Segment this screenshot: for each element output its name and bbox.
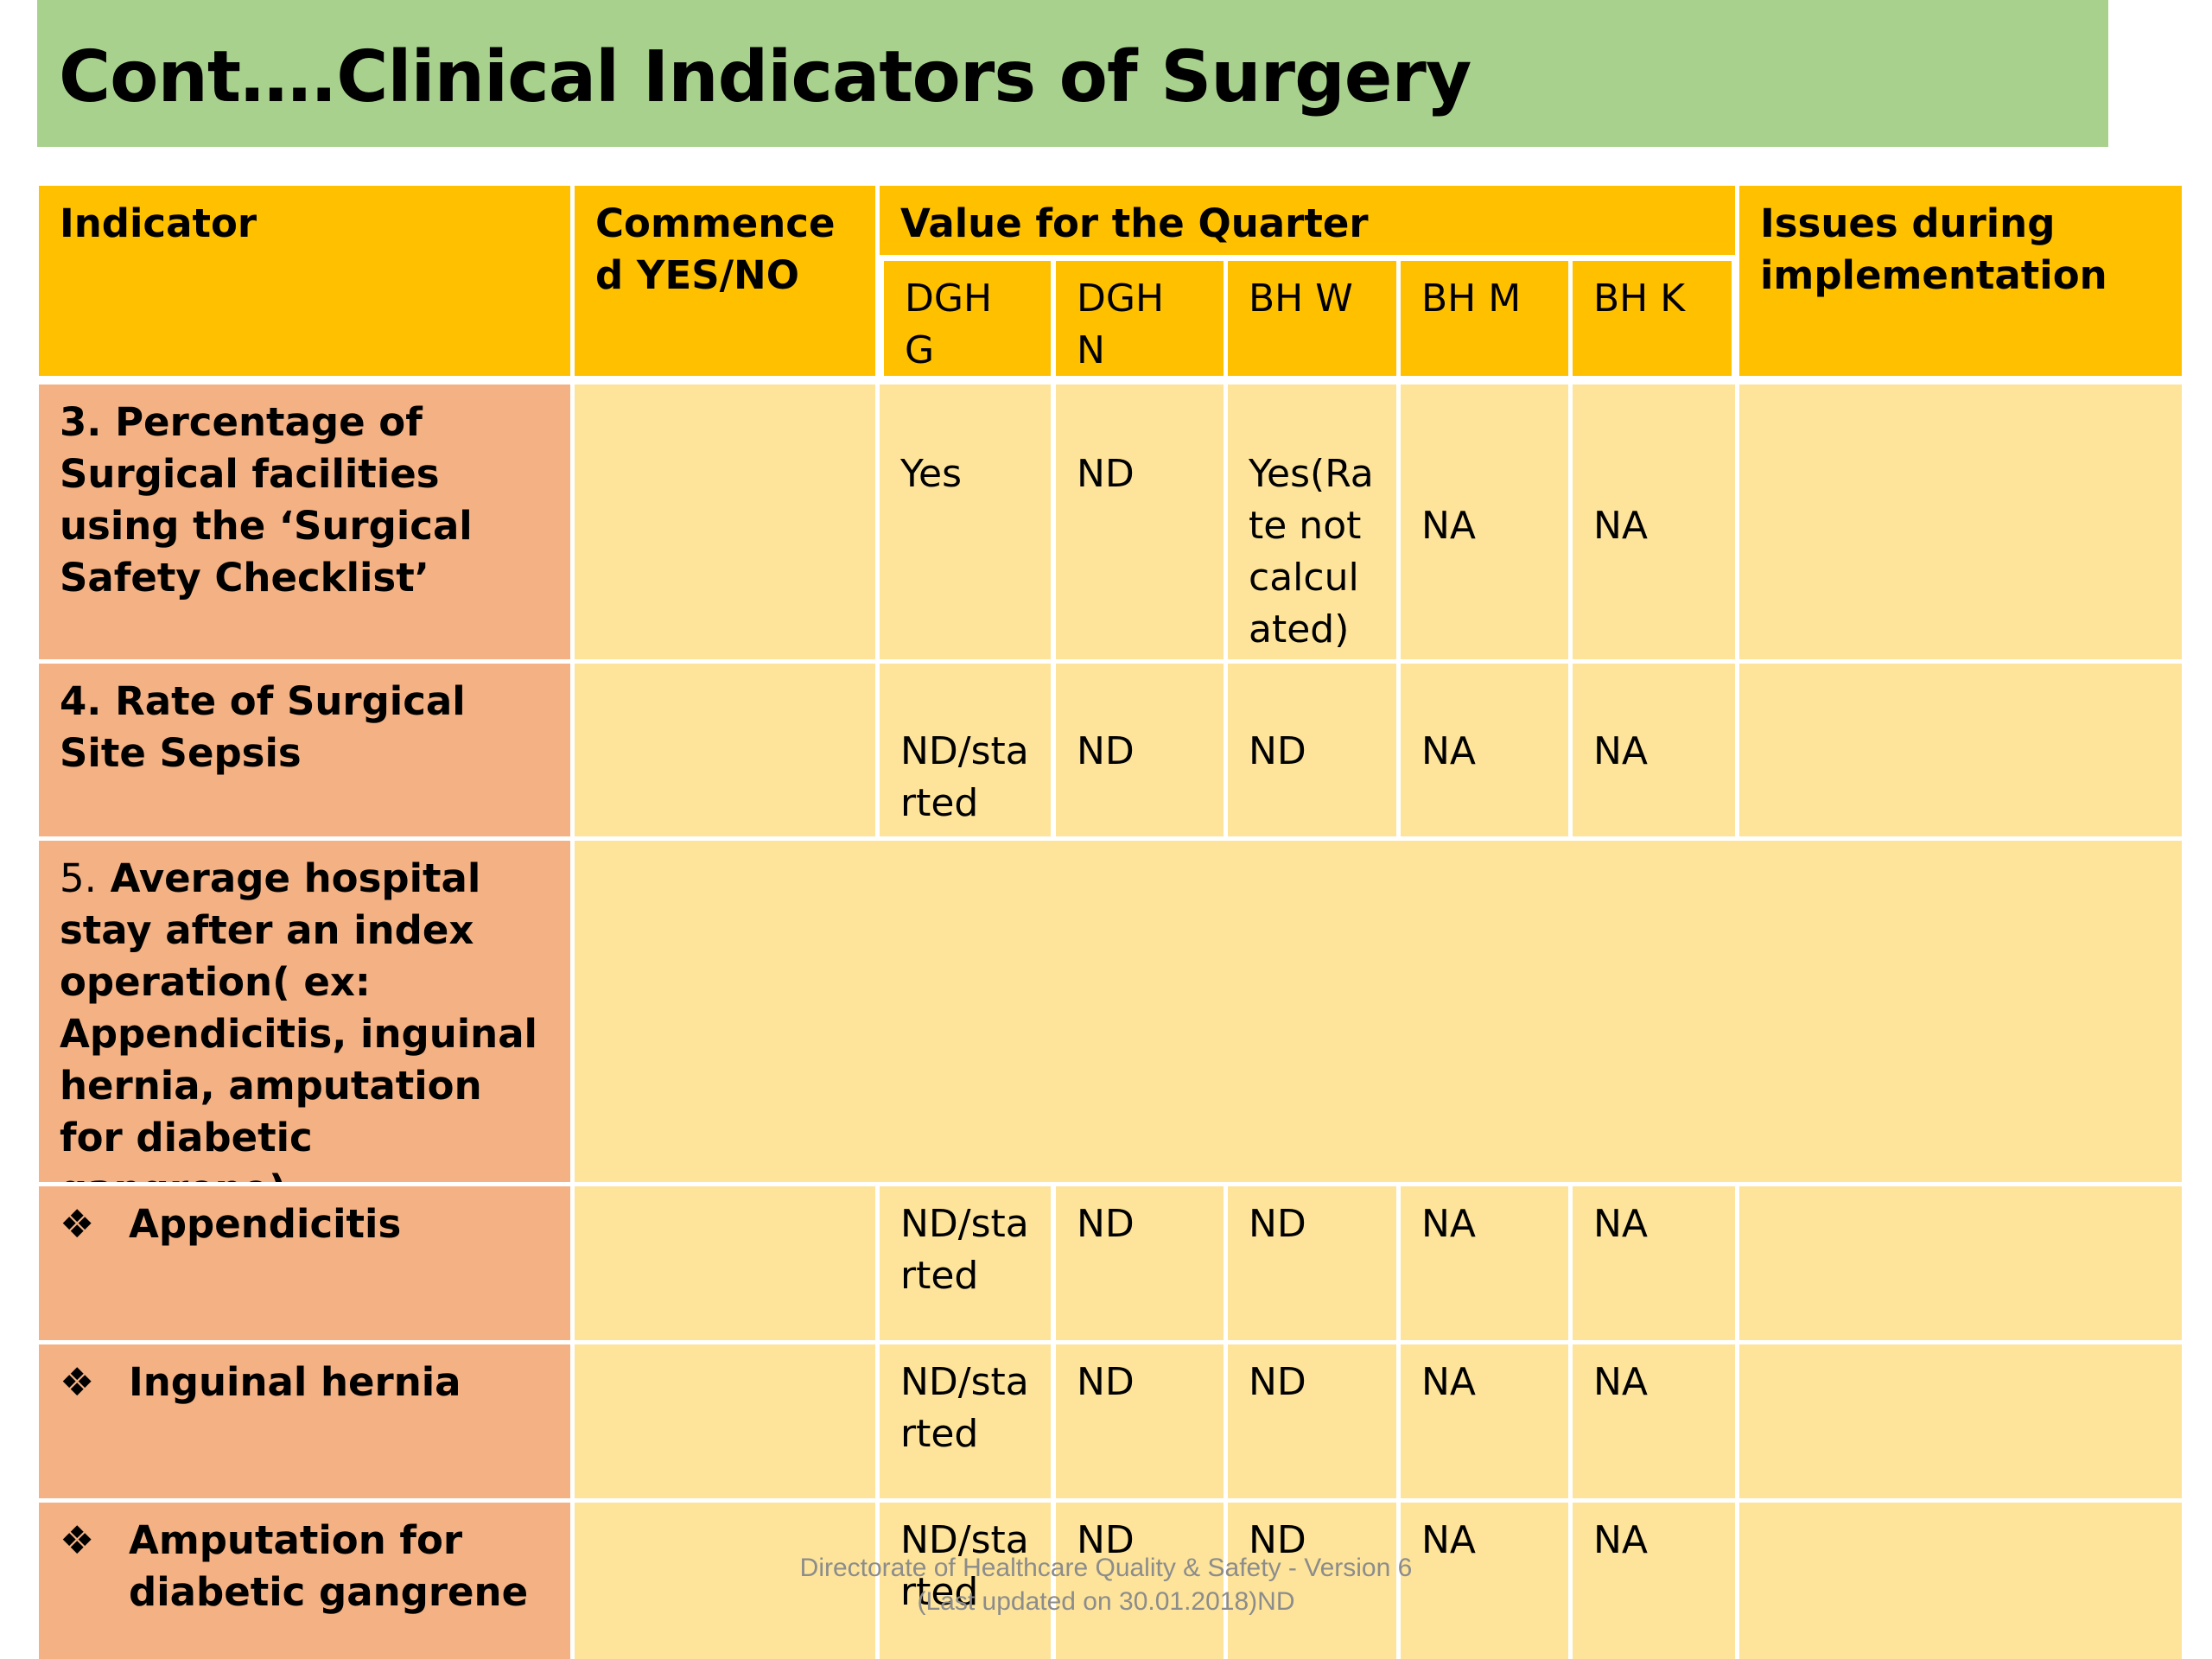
value-amputation-bhk: NA	[1573, 1503, 1735, 1659]
indicator-inguinal-hernia-label: Inguinal hernia	[129, 1359, 461, 1405]
subheader-bhk: BH K	[1573, 261, 1732, 376]
commenced-inguinal-hernia	[575, 1344, 875, 1498]
merged-5-values	[575, 841, 2182, 1182]
value-amputation-bhw: ND	[1228, 1503, 1396, 1659]
indicator-appendicitis: ❖ Appendicitis	[39, 1186, 570, 1340]
diamond-bullet-icon: ❖	[60, 1359, 95, 1405]
header-value-quarter: Value for the Quarter	[880, 186, 1735, 255]
value-3-dghn: ND	[1056, 385, 1224, 659]
value-hernia-bhm: NA	[1401, 1344, 1568, 1498]
value-amputation-bhm: NA	[1401, 1503, 1568, 1659]
header-issues: Issues during implementation	[1739, 186, 2182, 376]
indicator-amputation: ❖ Amputation for diabetic gangrene	[39, 1503, 570, 1659]
value-amputation-dghg: ND/started	[880, 1503, 1051, 1659]
indicator-amputation-label: Amputation for diabetic gangrene	[129, 1517, 529, 1615]
header-indicator: Indicator	[39, 186, 570, 376]
subheader-dghn: DGH N	[1056, 261, 1224, 376]
subheader-bhw: BH W	[1228, 261, 1396, 376]
title-bar: Cont….Clinical Indicators of Surgery	[37, 0, 2108, 147]
value-amputation-dghn: ND	[1056, 1503, 1224, 1659]
indicator-3-label: Percentage of Surgical facilities using …	[60, 399, 473, 601]
indicator-3-number: 3.	[60, 399, 102, 445]
indicator-5-number: 5.	[60, 855, 97, 901]
value-4-dghg: ND/started	[880, 664, 1051, 836]
issues-4	[1739, 664, 2182, 836]
value-4-bhm: NA	[1401, 664, 1568, 836]
header-commenced: Commenced YES/NO	[575, 186, 875, 376]
indicator-appendicitis-label: Appendicitis	[129, 1201, 402, 1247]
value-4-bhw: ND	[1228, 664, 1396, 836]
issues-3	[1739, 385, 2182, 659]
value-3-bhw: Yes(Rate not calculated)	[1228, 385, 1396, 659]
footer-line-1: Directorate of Healthcare Quality & Safe…	[799, 1554, 1413, 1582]
value-hernia-bhw: ND	[1228, 1344, 1396, 1498]
indicator-5-label: Average hospital stay after an index ope…	[60, 855, 537, 1182]
value-appendicitis-bhw: ND	[1228, 1186, 1396, 1340]
indicator-4: 4. Rate of Surgical Site Sepsis	[39, 664, 570, 836]
subheader-dghg: DGH G	[884, 261, 1051, 376]
value-appendicitis-bhm: NA	[1401, 1186, 1568, 1340]
value-hernia-bhk: NA	[1573, 1344, 1735, 1498]
indicator-5: 5. Average hospital stay after an index …	[39, 841, 570, 1182]
value-4-dghn: ND	[1056, 664, 1224, 836]
footer-note: Directorate of Healthcare Quality & Safe…	[778, 1551, 1434, 1618]
diamond-bullet-icon: ❖	[60, 1201, 95, 1247]
indicator-4-label: Rate of Surgical Site Sepsis	[60, 678, 466, 776]
value-3-dghg: Yes	[880, 385, 1051, 659]
subheader-bhm: BH M	[1401, 261, 1568, 376]
issues-appendicitis	[1739, 1186, 2182, 1340]
indicator-4-number: 4.	[60, 678, 102, 724]
indicator-3: 3. Percentage of Surgical facilities usi…	[39, 385, 570, 659]
value-3-bhk: NA	[1573, 385, 1735, 659]
value-3-bhm: NA	[1401, 385, 1568, 659]
commenced-4	[575, 664, 875, 836]
value-appendicitis-dghn: ND	[1056, 1186, 1224, 1340]
value-4-bhk: NA	[1573, 664, 1735, 836]
value-appendicitis-bhk: NA	[1573, 1186, 1735, 1340]
commenced-3	[575, 385, 875, 659]
issues-inguinal-hernia	[1739, 1344, 2182, 1498]
diamond-bullet-icon: ❖	[60, 1517, 95, 1563]
commenced-amputation	[575, 1503, 875, 1659]
indicator-inguinal-hernia: ❖ Inguinal hernia	[39, 1344, 570, 1498]
value-appendicitis-dghg: ND/started	[880, 1186, 1051, 1340]
issues-amputation	[1739, 1503, 2182, 1659]
value-hernia-dghn: ND	[1056, 1344, 1224, 1498]
value-hernia-dghg: ND/started	[880, 1344, 1051, 1498]
footer-line-2: (Last updated on 30.01.2018)ND	[917, 1587, 1295, 1616]
commenced-appendicitis	[575, 1186, 875, 1340]
page-title: Cont….Clinical Indicators of Surgery	[59, 36, 1471, 118]
